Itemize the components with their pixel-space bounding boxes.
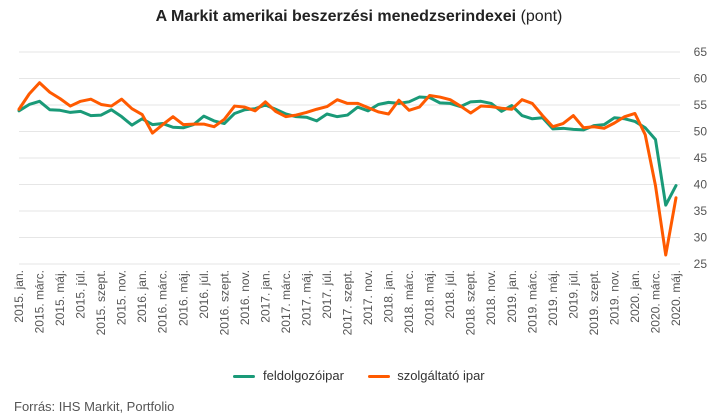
legend: feldolgozóipar szolgáltató ipar: [0, 368, 718, 383]
x-tick-label: 2019. szept.: [587, 270, 601, 335]
legend-item-feldolgozoipar: feldolgozóipar: [233, 368, 344, 383]
source-note: Forrás: IHS Markit, Portfolio: [14, 399, 175, 414]
x-tick-label: 2016. máj.: [176, 270, 190, 326]
chart-title-main: A Markit amerikai beszerzési menedzserin…: [155, 8, 517, 25]
y-tick-label: 40: [694, 178, 708, 192]
x-tick-label: 2016. jan.: [135, 270, 149, 323]
y-tick-label: 30: [694, 231, 708, 245]
x-tick-label: 2018. jan.: [382, 270, 396, 323]
x-tick-label: 2015. szept.: [94, 270, 108, 335]
x-tick-label: 2016. nov.: [238, 270, 252, 325]
x-tick-label: 2016. márc.: [156, 270, 170, 333]
x-tick-label: 2018. júl.: [443, 270, 457, 319]
legend-swatch-szolgaltato: [367, 375, 390, 379]
x-tick-label: 2020. márc.: [648, 270, 662, 333]
legend-item-szolgaltato: szolgáltató ipar: [367, 368, 485, 383]
x-tick-label: 2018. máj.: [423, 270, 437, 326]
y-tick-label: 45: [694, 151, 708, 165]
legend-label-feldolgozoipar: feldolgozóipar: [262, 368, 344, 383]
y-tick-label: 50: [694, 125, 708, 139]
x-tick-label: 2018. márc.: [402, 270, 416, 333]
x-tick-label: 2018. szept.: [464, 270, 478, 335]
x-tick-label: 2019. márc.: [525, 270, 539, 333]
x-tick-label: 2015. júl.: [74, 270, 88, 319]
x-tick-label: 2019. júl.: [566, 270, 580, 319]
legend-label-szolgaltato: szolgáltató ipar: [397, 368, 485, 383]
legend-swatch-feldolgozoipar: [233, 375, 256, 379]
x-tick-label: 2017. szept.: [341, 270, 355, 335]
series-line-szolgaltato: [17, 81, 678, 257]
y-tick-label: 65: [694, 45, 708, 59]
x-tick-label: 2016. júl.: [197, 270, 211, 319]
y-tick-label: 35: [694, 204, 708, 218]
x-axis: 2015. jan. 2015. márc. 2015. máj. 2015. júl…: [12, 270, 683, 335]
x-tick-label: 2020. jan.: [628, 270, 642, 323]
series-line-feldolgozoipar: [17, 95, 678, 207]
x-tick-label: 2015. jan.: [12, 270, 26, 323]
y-tick-label: 55: [694, 98, 708, 112]
x-tick-label: 2017. júl.: [320, 270, 334, 319]
x-tick-label: 2017. jan.: [258, 270, 272, 323]
x-tick-label: 2015. máj.: [53, 270, 67, 326]
y-axis: 25 30 35 40 45 50 55 60 65: [694, 45, 708, 271]
chart-title: A Markit amerikai beszerzési menedzserin…: [0, 8, 718, 26]
x-tick-label: 2019. máj.: [546, 270, 560, 326]
grid: [19, 51, 680, 265]
chart-title-unit: (pont): [520, 8, 563, 25]
x-tick-label: 2017. máj.: [299, 270, 313, 326]
x-tick-label: 2018. nov.: [484, 270, 498, 325]
x-tick-label: 2017. márc.: [279, 270, 293, 333]
x-tick-label: 2015. márc.: [33, 270, 47, 333]
x-tick-label: 2016. szept.: [217, 270, 231, 335]
y-tick-label: 60: [694, 72, 708, 86]
x-tick-label: 2019. nov.: [607, 270, 621, 325]
x-tick-label: 2020. máj.: [669, 270, 683, 326]
x-tick-label: 2015. nov.: [115, 270, 129, 325]
y-tick-label: 25: [694, 257, 708, 271]
x-tick-label: 2017. nov.: [361, 270, 375, 325]
x-tick-label: 2019. jan.: [505, 270, 519, 323]
